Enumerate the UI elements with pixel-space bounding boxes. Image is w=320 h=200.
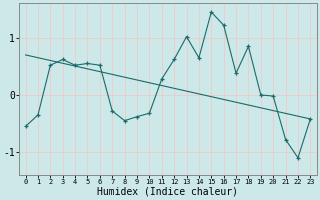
X-axis label: Humidex (Indice chaleur): Humidex (Indice chaleur) bbox=[98, 187, 238, 197]
